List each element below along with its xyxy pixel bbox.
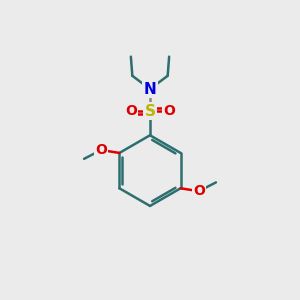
Text: O: O [193,184,205,198]
Text: N: N [144,82,156,97]
Text: O: O [95,143,107,157]
Text: O: O [163,104,175,118]
Text: S: S [145,103,155,118]
Text: O: O [125,104,137,118]
